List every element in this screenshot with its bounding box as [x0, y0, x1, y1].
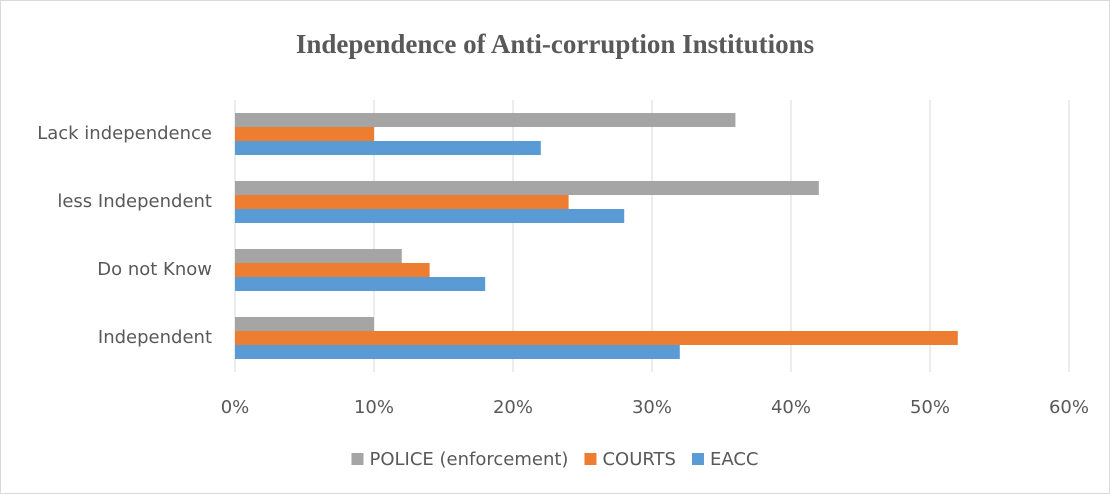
x-tick-label: 10%	[354, 397, 394, 418]
bar	[235, 195, 569, 209]
bar	[235, 263, 430, 277]
x-tick-label: 50%	[910, 397, 950, 418]
x-tick-label: 20%	[493, 397, 533, 418]
x-tick-label: 60%	[1049, 397, 1089, 418]
legend-swatch	[584, 453, 597, 465]
y-tick-label: less Independent	[57, 191, 212, 212]
bar	[235, 345, 680, 359]
legend-label: COURTS	[602, 449, 676, 470]
chart-title: Independence of Anti-corruption Institut…	[296, 29, 814, 59]
legend-label: POLICE (enforcement)	[370, 449, 569, 470]
legend-swatch	[691, 453, 704, 465]
x-tick-label: 40%	[771, 397, 811, 418]
y-tick-label: Independent	[98, 327, 212, 348]
bar	[235, 141, 541, 155]
legend-label: EACC	[710, 449, 759, 470]
bar	[235, 317, 374, 331]
bar	[235, 113, 736, 127]
bar	[235, 209, 625, 223]
y-tick-label: Do not Know	[97, 259, 212, 280]
bar	[235, 181, 819, 195]
bar	[235, 249, 402, 263]
x-tick-label: 0%	[221, 397, 250, 418]
bar	[235, 331, 958, 345]
bar	[235, 277, 486, 291]
y-tick-label: Lack independence	[37, 123, 212, 144]
bar	[235, 127, 374, 141]
legend-swatch	[351, 453, 364, 465]
x-tick-label: 30%	[632, 397, 672, 418]
